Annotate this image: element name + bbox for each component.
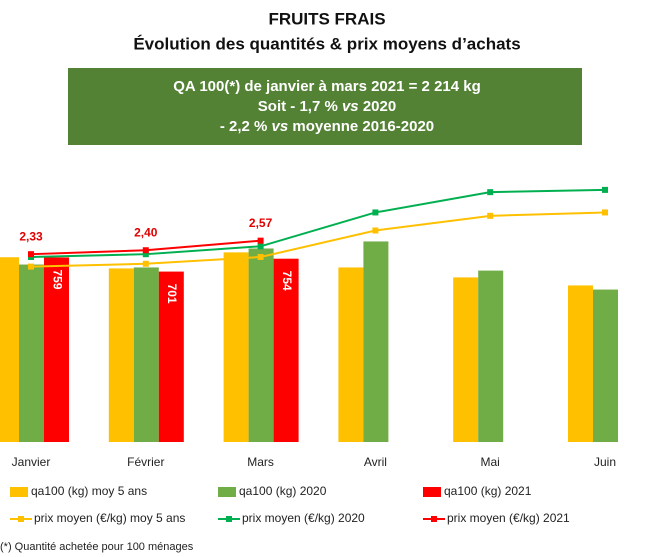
legend-swatch — [10, 487, 28, 497]
legend-label: qa100 (kg) 2020 — [239, 484, 327, 498]
bar — [338, 267, 364, 442]
legend-swatch — [218, 487, 236, 497]
legend-label: prix moyen (€/kg) 2021 — [447, 511, 570, 525]
marker — [487, 212, 494, 219]
value-label: 754 — [280, 271, 294, 291]
marker — [602, 209, 608, 216]
summary-text: - 2,2 % — [220, 118, 272, 135]
legend-marker — [18, 516, 24, 522]
legend-marker — [226, 516, 232, 522]
legend-label: prix moyen (€/kg) 2020 — [242, 511, 365, 525]
summary-text: Soit - 1,7 % — [258, 98, 342, 115]
summary-text: 2020 — [359, 98, 397, 115]
marker — [28, 251, 34, 258]
bar — [593, 289, 618, 442]
summary-text: vs — [342, 98, 359, 115]
bar — [158, 271, 184, 442]
bar — [133, 267, 159, 442]
bar — [223, 252, 249, 442]
marker — [142, 260, 149, 267]
value-label: 701 — [165, 284, 179, 304]
marker — [487, 189, 494, 196]
summary-text: vs — [272, 118, 289, 135]
bar — [248, 248, 274, 442]
value-label: 2,33 — [19, 229, 43, 243]
value-label: 759 — [50, 269, 64, 289]
summary-box — [68, 68, 582, 145]
marker — [142, 247, 149, 254]
bar — [0, 257, 19, 442]
chart-title: FRUITS FRAIS — [268, 9, 385, 28]
line — [30, 188, 606, 259]
legend-label: qa100 (kg) moy 5 ans — [31, 484, 147, 498]
x-tick-label: Janvier — [12, 455, 51, 469]
bar — [568, 285, 593, 442]
x-tick-label: Avril — [364, 455, 387, 469]
marker — [602, 186, 608, 193]
legend-swatch — [423, 487, 441, 497]
footnote: (*) Quantité achetée pour 100 ménages — [0, 541, 194, 553]
summary-line: - 2,2 % vs moyenne 2016-2020 — [220, 118, 434, 135]
bar — [19, 264, 44, 442]
line — [30, 211, 606, 268]
summary-text: moyenne 2016-2020 — [288, 118, 434, 135]
chart-subtitle: Évolution des quantités & prix moyens d’… — [133, 34, 520, 53]
marker — [257, 254, 264, 261]
legend-label: qa100 (kg) 2021 — [444, 484, 532, 498]
x-tick-label: Juin — [594, 455, 616, 469]
value-label: 2,40 — [134, 225, 158, 239]
marker — [372, 227, 379, 234]
summary-line: Soit - 1,7 % vs 2020 — [258, 98, 396, 115]
x-tick-label: Mars — [247, 455, 274, 469]
value-label: 2,57 — [249, 216, 273, 230]
legend-label: prix moyen (€/kg) moy 5 ans — [34, 511, 185, 525]
bar — [363, 241, 389, 442]
bar — [44, 257, 69, 442]
marker — [257, 243, 264, 250]
x-tick-label: Mai — [481, 455, 500, 469]
marker — [372, 209, 379, 216]
marker — [257, 237, 264, 244]
bar — [273, 258, 299, 442]
marker — [28, 263, 34, 270]
bar — [478, 270, 504, 442]
legend-marker — [431, 516, 437, 522]
summary-line: QA 100(*) de janvier à mars 2021 = 2 214… — [173, 78, 481, 95]
marker — [142, 251, 149, 258]
bar — [453, 277, 479, 442]
x-tick-label: Février — [127, 455, 164, 469]
bar — [108, 268, 134, 442]
summary-text: QA 100(*) de janvier à mars 2021 = 2 214… — [173, 78, 481, 95]
